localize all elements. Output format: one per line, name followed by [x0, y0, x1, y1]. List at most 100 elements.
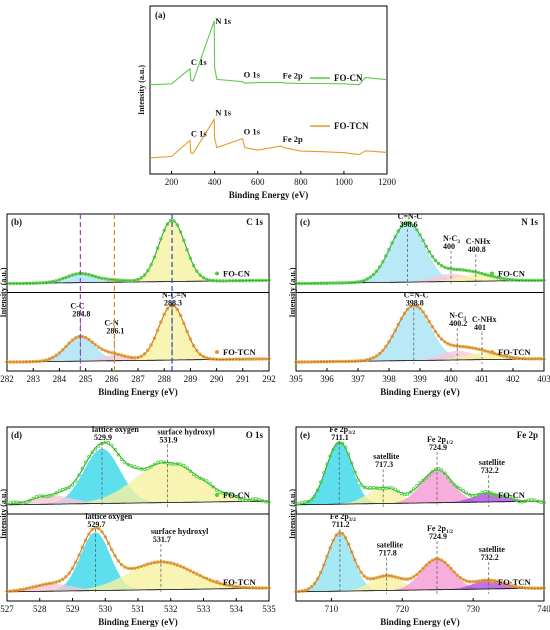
panel-b: (b) C 1s 282 283 284 285 286 287 288 289 290 291 292… — [0, 213, 276, 397]
data-point — [126, 463, 130, 467]
data-point — [64, 344, 68, 349]
peak-name: C-NHx — [472, 315, 496, 324]
data-point — [483, 490, 487, 494]
data-point — [471, 580, 475, 584]
data-point — [106, 441, 111, 445]
data-point — [343, 445, 348, 449]
data-point — [446, 342, 450, 346]
data-point — [119, 563, 124, 567]
data-point — [393, 234, 397, 239]
element-label: C 1s — [246, 217, 263, 227]
data-point — [471, 269, 475, 274]
data-point — [15, 281, 19, 286]
data-point — [11, 589, 16, 593]
data-point — [31, 281, 35, 285]
x-tick-label: 740 — [537, 604, 550, 614]
data-point — [250, 357, 255, 361]
data-point — [539, 586, 543, 590]
data-point — [247, 498, 251, 502]
data-point — [359, 570, 363, 574]
data-point — [231, 357, 235, 361]
data-point — [433, 258, 438, 263]
data-point — [227, 492, 232, 496]
data-point — [421, 478, 425, 483]
data-point — [368, 485, 373, 490]
data-point — [343, 281, 348, 285]
data-point — [374, 486, 379, 490]
data-point — [309, 360, 314, 364]
data-point — [436, 261, 441, 266]
data-point — [520, 585, 524, 590]
panel-e: (e) Fe 2p 710 720 730 740 Binding Energy (eV) F… — [288, 425, 550, 627]
data-point — [250, 497, 255, 501]
data-point — [347, 452, 351, 456]
data-point — [224, 357, 229, 362]
peak-value: 717.3 — [375, 460, 393, 469]
data-point — [467, 580, 472, 584]
data-point — [424, 244, 428, 248]
peak-value: 398.8 — [406, 299, 424, 308]
legend-marker — [215, 350, 219, 354]
data-point — [47, 494, 52, 498]
data-point — [205, 277, 209, 281]
data-point — [464, 345, 469, 349]
data-point — [374, 354, 379, 358]
data-point — [41, 583, 45, 587]
data-point — [495, 352, 500, 356]
data-point — [474, 579, 478, 584]
data-point — [146, 269, 150, 273]
data-point — [5, 360, 9, 364]
data-point — [359, 359, 363, 363]
data-point — [182, 321, 186, 325]
peak-label: C 1s — [191, 129, 208, 139]
data-point — [427, 560, 431, 565]
data-point — [424, 314, 428, 319]
data-point — [405, 492, 410, 496]
data-point — [110, 351, 114, 355]
data-point — [443, 560, 447, 565]
peak-name: N-C3 — [449, 311, 466, 322]
data-point — [208, 578, 212, 582]
data-point — [201, 354, 206, 359]
data-point — [159, 320, 163, 324]
data-point — [312, 281, 317, 285]
data-point — [458, 576, 462, 580]
element-label: Fe 2p — [517, 430, 538, 440]
data-point — [241, 585, 245, 589]
data-point — [471, 346, 475, 350]
data-point — [234, 357, 238, 361]
peak-name: surface hydroxyl — [151, 527, 209, 536]
data-point — [477, 271, 481, 275]
component-peak — [296, 487, 544, 505]
component-peak — [296, 559, 544, 592]
legend-marker — [490, 580, 494, 584]
data-point — [486, 350, 490, 354]
data-point — [436, 334, 441, 338]
data-point — [123, 354, 127, 358]
data-point — [418, 481, 422, 485]
peak-name: lattice oxygen — [92, 425, 139, 434]
data-point — [306, 281, 311, 286]
data-point — [129, 355, 134, 360]
data-point — [142, 563, 147, 567]
data-point — [514, 356, 518, 360]
x-axis-label: Binding Energy (eV) — [380, 617, 460, 627]
data-point — [110, 548, 114, 552]
data-point — [390, 486, 394, 490]
data-point — [328, 454, 332, 458]
data-point — [520, 356, 524, 361]
data-point — [306, 587, 311, 591]
data-point — [119, 353, 124, 357]
legend-marker — [490, 493, 494, 497]
data-point — [502, 581, 506, 585]
peak-value: 400 — [443, 242, 455, 251]
panel-d: (d) O 1s 527 528 529 530 531 532 533 534 535 Bindin… — [0, 425, 276, 627]
data-point — [34, 584, 39, 588]
x-tick-label: 287 — [131, 374, 145, 384]
data-point — [155, 328, 160, 332]
data-point — [201, 477, 206, 482]
x-tick-label: 200 — [165, 177, 179, 187]
peak-value: 717.8 — [379, 549, 397, 558]
data-point — [146, 562, 150, 566]
data-point — [483, 272, 487, 277]
